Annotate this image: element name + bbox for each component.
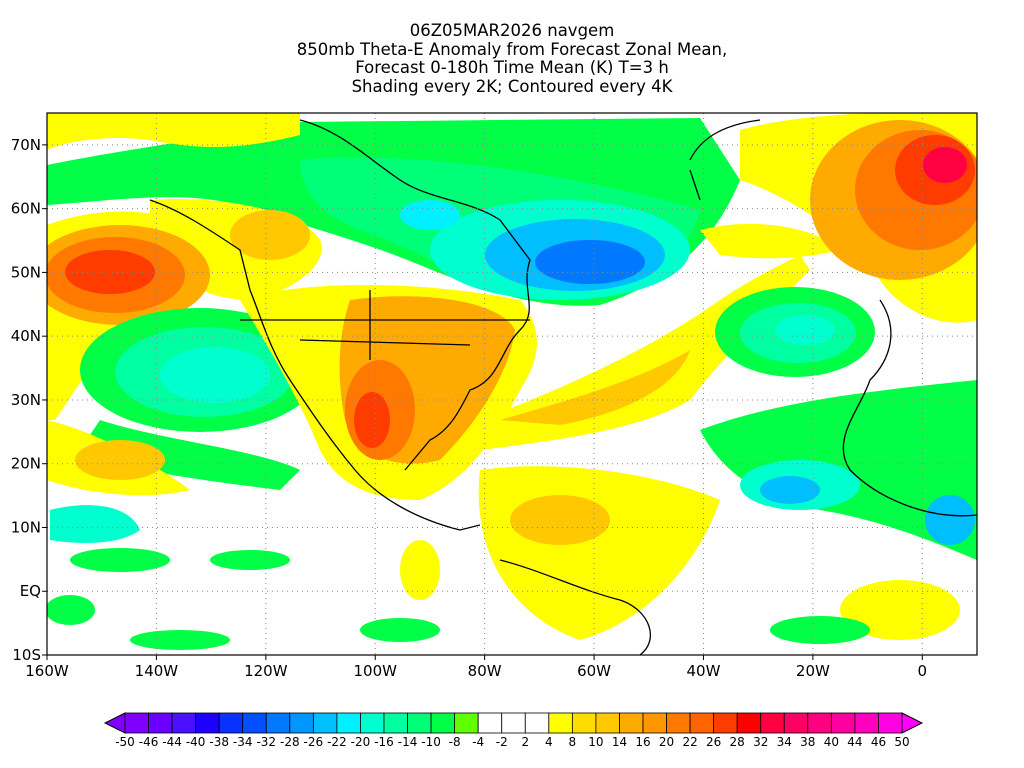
title-line-4: Shading every 2K; Contoured every 4K [351, 76, 673, 96]
lat-label: 10N [11, 518, 41, 536]
lon-label: 60W [577, 662, 611, 680]
colorbar-label: 8 [569, 735, 577, 749]
colorbar-box [148, 712, 173, 734]
colorbar-label: 28 [730, 735, 745, 749]
colorbar-box [642, 712, 667, 734]
colorbar-label: -14 [398, 735, 418, 749]
colorbar-label: 4 [545, 735, 553, 749]
lat-label: 20N [11, 455, 41, 473]
colorbar-label: -40 [186, 735, 206, 749]
colorbar-box [713, 712, 738, 734]
colorbar-label: -44 [162, 735, 182, 749]
colorbar-box [830, 712, 856, 734]
colorbar-box [736, 712, 762, 734]
colorbar-box [854, 712, 879, 734]
colorbar-label: -20 [351, 735, 371, 749]
colorbar-label: -32 [256, 735, 276, 749]
colorbar-label: 14 [612, 735, 627, 749]
colorbar-box [524, 712, 550, 734]
colorbar-box [383, 712, 408, 734]
lat-label: 50N [11, 263, 41, 281]
plot-frame [46, 112, 978, 656]
colorbar-box [195, 712, 220, 734]
colorbar-box [477, 712, 503, 734]
colorbar-label: 16 [635, 735, 650, 749]
colorbar-label: 44 [847, 735, 862, 749]
colorbar-label: 22 [682, 735, 697, 749]
lon-label: 160W [25, 662, 69, 680]
lat-label: 70N [11, 136, 41, 154]
lon-label: 80W [468, 662, 502, 680]
colorbar-label: -16 [374, 735, 394, 749]
colorbar-label: -46 [139, 735, 159, 749]
colorbar-box [336, 712, 361, 734]
lon-label: 20W [796, 662, 830, 680]
colorbar-label: 38 [800, 735, 815, 749]
lon-label: 140W [135, 662, 179, 680]
colorbar-box [501, 712, 526, 734]
lon-label: 120W [244, 662, 288, 680]
colorbar-box [548, 712, 573, 734]
colorbar-box [360, 712, 385, 734]
colorbar-label: -50 [115, 735, 135, 749]
colorbar-box [783, 712, 809, 734]
lat-label: 30N [11, 391, 41, 409]
colorbar-label: -34 [233, 735, 253, 749]
colorbar-label: 50 [894, 735, 909, 749]
colorbar-over-triangle [901, 712, 924, 734]
colorbar-box [619, 712, 644, 734]
colorbar-under-triangle [103, 712, 126, 734]
colorbar-box [595, 712, 620, 734]
graticule [46, 113, 977, 656]
colorbar-box [171, 712, 197, 734]
colorbar-label: 34 [777, 735, 792, 749]
colorbar-label: 40 [824, 735, 839, 749]
colorbar-label: -2 [496, 735, 508, 749]
colorbar: -50 -46 -44 -40 -38 -34 -32 -28 -26 -22 -20 -16 -14-… [103, 712, 924, 749]
colorbar-label: -28 [280, 735, 300, 749]
colorbar-box [454, 712, 479, 734]
colorbar-box [124, 712, 149, 734]
lon-label: 100W [354, 662, 398, 680]
colorbar-box [312, 712, 338, 734]
colorbar-box [430, 712, 456, 734]
colorbar-label: 32 [753, 735, 768, 749]
colorbar-box [807, 712, 832, 734]
colorbar-label: 2 [521, 735, 529, 749]
lat-label: 10S [12, 646, 41, 664]
lon-label: 40W [687, 662, 721, 680]
colorbar-box [760, 712, 785, 734]
colorbar-label: -26 [304, 735, 324, 749]
colorbar-label: -10 [421, 735, 441, 749]
colorbar-label: 20 [659, 735, 674, 749]
title-line-1: 06Z05MAR2026 navgem [409, 21, 615, 40]
lat-label: EQ [20, 582, 41, 600]
colorbar-label: -38 [209, 735, 229, 749]
title-line-3: Forecast 0-180h Time Mean (K) T=3 h [355, 58, 669, 77]
colorbar-label: -4 [472, 735, 484, 749]
colorbar-label: -22 [327, 735, 347, 749]
lon-label: 0 [918, 662, 928, 680]
colorbar-box [265, 712, 291, 734]
colorbar-box [218, 712, 244, 734]
lat-label: 60N [11, 200, 41, 218]
colorbar-label: 26 [706, 735, 721, 749]
coastlines [149, 119, 977, 655]
colorbar-box [878, 712, 903, 734]
chart-title: 06Z05MAR2026 navgem 850mb Theta-E Anomal… [0, 21, 1024, 96]
colorbar-box [571, 712, 597, 734]
colorbar-box [289, 712, 314, 734]
lat-label: 40N [11, 327, 41, 345]
colorbar-box [407, 712, 432, 734]
colorbar-box [666, 712, 691, 734]
colorbar-label: 10 [588, 735, 603, 749]
shaded-field [47, 113, 977, 655]
colorbar-box [689, 712, 715, 734]
colorbar-label: 46 [871, 735, 886, 749]
title-line-2: 850mb Theta-E Anomaly from Forecast Zona… [296, 39, 728, 59]
colorbar-box [242, 712, 267, 734]
colorbar-label: -8 [449, 735, 461, 749]
